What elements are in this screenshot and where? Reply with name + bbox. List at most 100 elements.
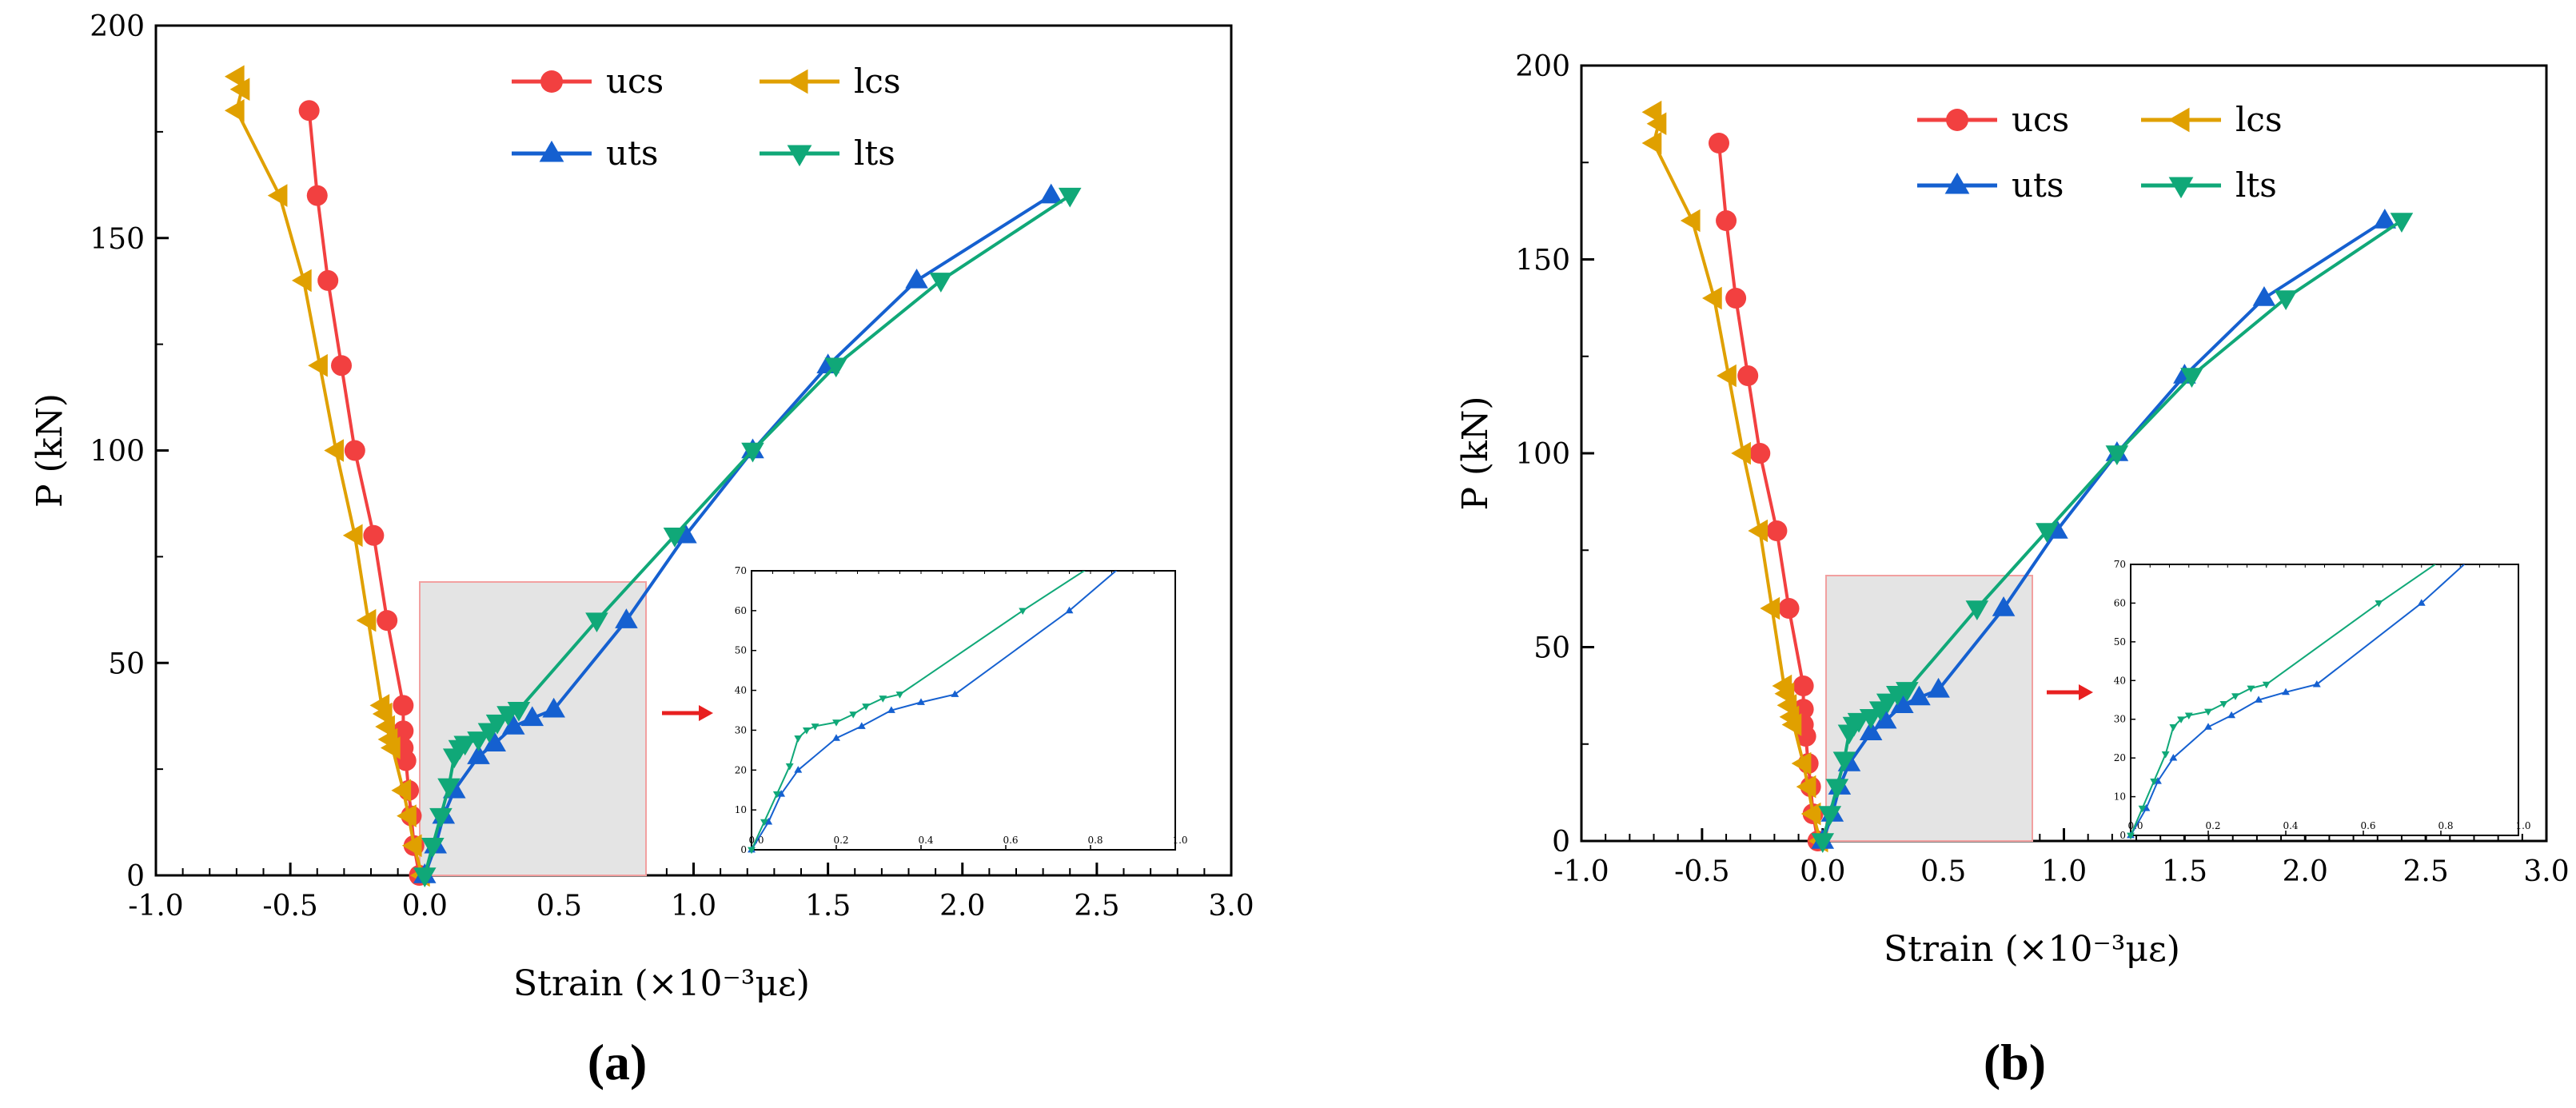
point-ucs — [363, 524, 385, 546]
y-tick-label: 200 — [1515, 50, 1570, 83]
point-lts — [507, 701, 531, 722]
point-uts — [520, 706, 544, 727]
point-lts — [1825, 779, 1849, 799]
inset-line-lts — [752, 571, 1086, 850]
point-lts — [2105, 445, 2129, 465]
point-ucs — [393, 720, 414, 742]
point-lcs — [1772, 674, 1792, 698]
point-lcs — [391, 779, 412, 802]
point-lcs — [1731, 441, 1751, 465]
legend-marker-uts — [539, 140, 564, 162]
point-uts — [1873, 708, 1897, 729]
point-lcs — [324, 439, 345, 462]
point-lcs — [308, 353, 328, 377]
inset-point-uts — [1065, 606, 1074, 614]
point-lcs — [369, 694, 390, 717]
inset-point-lts — [895, 692, 904, 699]
inset-point-lts — [849, 711, 858, 719]
point-ucs — [1792, 676, 1814, 696]
inset-point-uts — [2282, 688, 2290, 695]
inset-point-uts — [2312, 680, 2321, 688]
point-ucs — [1708, 133, 1729, 153]
point-uts — [1992, 596, 2016, 616]
inset-point-lts — [2138, 805, 2147, 813]
point-lcs — [1760, 596, 1780, 620]
point-lcs — [397, 804, 417, 827]
inset-point-uts — [777, 790, 786, 797]
inset-point-lts — [2127, 832, 2135, 840]
inset-point-uts — [2227, 711, 2236, 719]
legend-marker-ucs — [1946, 109, 1968, 131]
y-tick-label: 0 — [126, 860, 145, 893]
x-tick-label: 2.0 — [939, 890, 985, 923]
inset-point-uts — [832, 734, 840, 741]
point-ucs — [377, 610, 398, 632]
x-tick-label: 3.0 — [1208, 890, 1254, 923]
legend-label-lcs: lcs — [854, 62, 901, 101]
point-uts — [2373, 209, 2397, 229]
y-tick-label: 0 — [1552, 826, 1570, 859]
inset-point-uts — [2142, 803, 2151, 811]
legend-label-lcs: lcs — [2235, 100, 2283, 139]
inset-line-lts — [2131, 564, 2437, 835]
point-lcs — [267, 184, 288, 207]
legend-marker-uts — [1944, 172, 1970, 194]
point-ucs — [393, 695, 414, 716]
legend-marker-lts — [787, 145, 812, 167]
point-lcs — [1680, 209, 1701, 233]
zoom-region — [419, 581, 647, 876]
inset-point-lts — [760, 819, 768, 827]
x-tick-label: -0.5 — [1674, 855, 1729, 888]
inset-point-lts — [1019, 608, 1027, 616]
inset-point-uts — [764, 817, 773, 825]
point-ucs — [1737, 365, 1759, 386]
inset-point-lts — [794, 735, 803, 743]
inset-point-lts — [2231, 693, 2239, 700]
x-tick-label: 0.0 — [1800, 855, 1845, 888]
inset-x-tick-label: 0.8 — [2438, 820, 2453, 831]
y-tick-label: 100 — [1515, 438, 1570, 471]
inset-point-lts — [772, 791, 781, 799]
point-lts — [1896, 682, 1919, 702]
legend-marker-ucs — [540, 70, 563, 93]
point-lts — [1847, 712, 1871, 733]
point-uts — [467, 744, 490, 764]
point-lts — [1965, 600, 1989, 620]
point-lcs — [1702, 286, 1722, 310]
point-lts — [1811, 833, 1835, 853]
inset-y-tick-label: 20 — [735, 764, 747, 775]
inset-point-uts — [951, 690, 959, 697]
point-ucs — [306, 185, 328, 206]
inset-frame — [2130, 564, 2519, 836]
legend-label-ucs: ucs — [606, 62, 664, 101]
point-lcs — [224, 65, 245, 89]
inset-x-tick-label: 0.8 — [1087, 835, 1103, 846]
inset-frame — [751, 570, 1176, 851]
point-lts — [1832, 751, 1856, 772]
inset-point-lts — [2177, 716, 2185, 723]
point-uts — [1908, 685, 1931, 706]
inset-y-tick-label: 10 — [2114, 791, 2126, 803]
inset-point-uts — [2154, 777, 2162, 784]
inset-y-tick-label: 40 — [2114, 675, 2126, 686]
point-lts — [929, 273, 953, 293]
x-tick-label: 2.0 — [2283, 855, 2328, 888]
point-uts — [905, 268, 928, 289]
inset-y-tick-label: 60 — [735, 605, 747, 616]
x-tick-label: 1.0 — [2041, 855, 2087, 888]
inset-point-uts — [917, 698, 925, 705]
y-axis-title: P (kN) — [1455, 396, 1496, 510]
point-ucs — [1749, 443, 1771, 464]
inset-x-tick-label: 0.4 — [2283, 820, 2298, 831]
zoom-arrow-head — [2079, 684, 2093, 700]
inset-point-uts — [794, 766, 803, 773]
point-lts — [663, 528, 687, 548]
x-tick-label: -0.5 — [262, 890, 317, 923]
inset-y-tick-label: 70 — [2114, 559, 2126, 570]
point-uts — [615, 608, 638, 628]
x-tick-label: 2.5 — [2403, 855, 2448, 888]
point-lts — [741, 442, 764, 463]
